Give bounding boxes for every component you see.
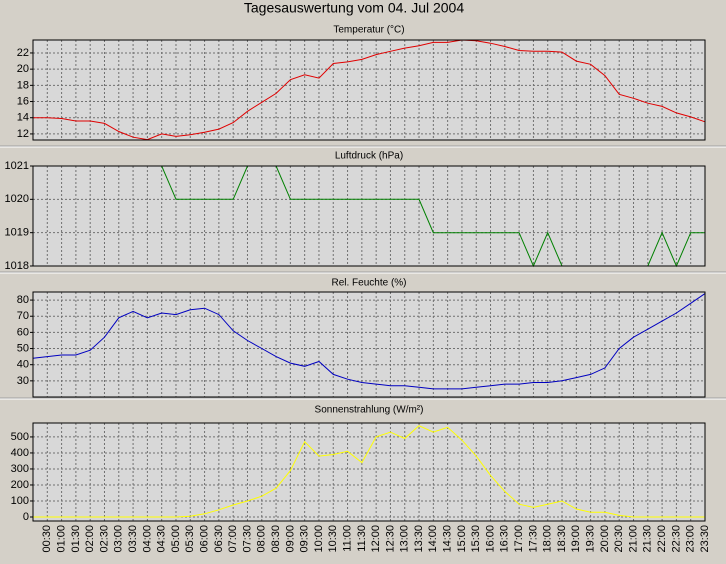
y-tick-label: 400 [11,447,29,459]
x-tick-label: 09:30 [299,525,311,553]
x-tick-label: 23:30 [699,525,711,553]
x-tick-label: 22:00 [656,525,668,553]
x-tick-label: 14:30 [442,525,454,553]
plot-border [32,165,706,267]
x-tick-label: 07:30 [241,525,253,553]
x-tick-label: 05:00 [170,525,182,553]
y-tick-label: 300 [11,463,29,475]
x-tick-label: 20:30 [613,525,625,553]
y-tick-label: 16 [17,95,29,107]
data-line [33,39,706,141]
y-tick-label: 1021 [5,160,29,172]
y-tick-label: 60 [17,326,29,338]
y-tick-label: 30 [17,375,29,387]
x-tick-label: 13:30 [413,525,425,553]
x-tick-label: 09:00 [284,525,296,553]
y-tick-label: 500 [11,431,29,443]
x-tick-label: 22:30 [670,525,682,553]
plot-border [32,291,706,398]
x-tick-label: 06:00 [198,525,210,553]
panel-title: Sonnenstrahlung (W/m²) [315,405,424,416]
x-tick-label: 16:30 [499,525,511,553]
x-tick-label: 11:00 [341,525,353,552]
x-tick-label: 19:00 [570,525,582,553]
x-tick-label: 04:00 [141,525,153,553]
plot-area [33,40,705,140]
x-tick-label: 04:30 [156,525,168,553]
x-tick-label: 23:00 [685,525,697,553]
x-tick-label: 02:30 [98,525,110,553]
x-tick-label: 08:30 [270,525,282,553]
data-line [32,293,706,390]
x-tick-label: 12:00 [370,525,382,553]
y-tick-label: 1018 [5,260,29,272]
x-tick-label: 07:00 [227,525,239,553]
x-tick-label: 14:00 [427,525,439,553]
x-tick-label: 12:30 [384,525,396,553]
x-tick-label: 13:00 [399,525,411,553]
x-tick-label: 01:00 [56,525,68,553]
x-tick-label: 18:00 [542,525,554,553]
y-tick-label: 14 [17,112,29,124]
y-tick-label: 12 [17,128,29,140]
x-tick-label: 06:30 [213,525,225,553]
y-tick-label: 50 [17,342,29,354]
y-tick-label: 40 [17,359,29,371]
x-tick-label: 10:00 [313,525,325,553]
x-tick-label: 03:30 [127,525,139,553]
x-tick-label: 15:00 [456,525,468,553]
y-tick-label: 80 [17,294,29,306]
x-tick-label: 21:30 [642,525,654,553]
data-line [33,425,705,518]
x-tick-label: 16:00 [484,525,496,553]
x-tick-label: 03:00 [113,525,125,553]
y-tick-label: 18 [17,79,29,91]
plot-border [32,39,706,141]
plot-area [33,423,705,521]
page-title: Tagesauswertung vom 04. Jul 2004 [244,0,464,16]
x-tick-label: 19:30 [585,525,597,553]
panel-title: Rel. Feuchte (%) [331,278,406,289]
plot-border [32,422,706,522]
x-tick-label: 17:00 [513,525,525,553]
panel-title: Luftdruck (hPa) [335,151,403,162]
x-tick-label: 18:30 [556,525,568,553]
x-tick-label: 17:30 [527,525,539,553]
x-tick-label: 08:00 [256,525,268,553]
plot-area [33,292,705,397]
y-tick-label: 1019 [5,227,29,239]
x-tick-label: 05:30 [184,525,196,553]
y-tick-label: 100 [11,495,29,507]
x-tick-label: 10:30 [327,525,339,553]
x-tick-label: 11:30 [356,525,368,552]
y-tick-label: 70 [17,310,29,322]
x-tick-label: 02:00 [84,525,96,553]
x-tick-label: 01:30 [70,525,82,553]
x-tick-label: 20:00 [599,525,611,553]
x-tick-label: 00:30 [41,525,53,553]
y-tick-label: 0 [23,511,29,523]
y-tick-label: 22 [17,47,29,59]
panel-title: Temperatur (°C) [333,25,404,36]
x-tick-label: 21:00 [627,525,639,553]
x-tick-label: 15:30 [470,525,482,553]
y-tick-label: 20 [17,63,29,75]
plot-area [33,166,705,266]
y-tick-label: 200 [11,479,29,491]
y-tick-label: 1020 [5,193,29,205]
